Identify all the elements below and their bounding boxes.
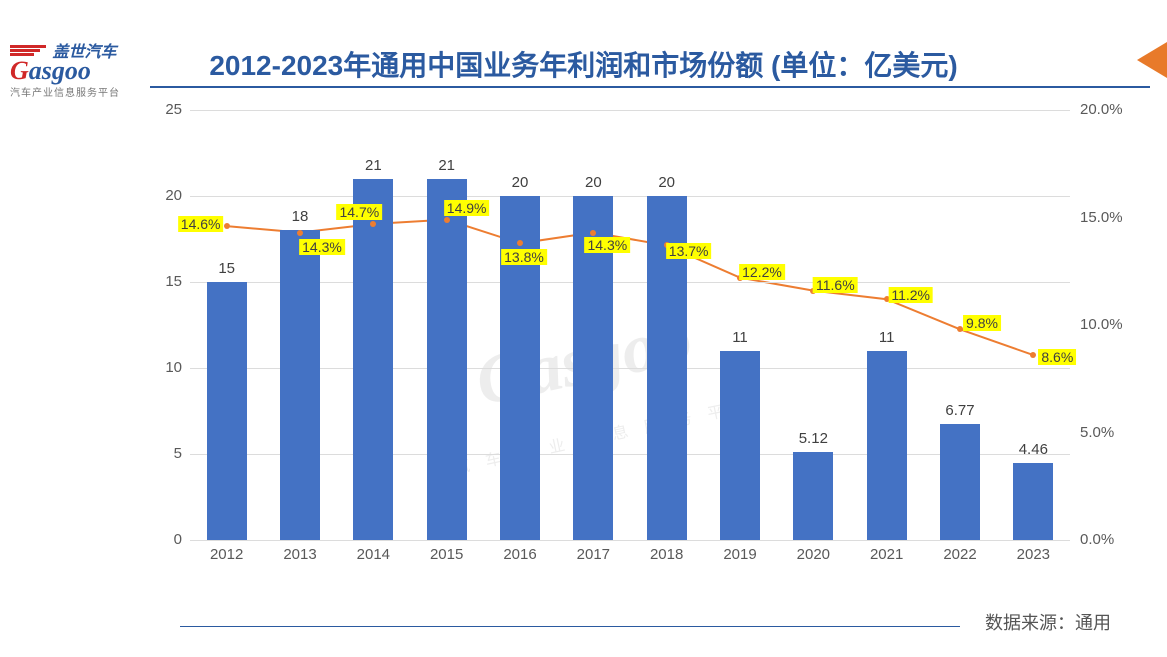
bar bbox=[280, 230, 320, 540]
line-value-label: 14.6% bbox=[178, 216, 224, 232]
y-left-tick: 0 bbox=[138, 531, 182, 548]
chart-area: 05101520250.0%5.0%10.0%15.0%20.0%1520121… bbox=[140, 100, 1130, 580]
y-right-tick: 5.0% bbox=[1080, 424, 1140, 441]
title-underline bbox=[150, 86, 1150, 88]
line-point bbox=[1030, 352, 1036, 358]
x-tick-label: 2016 bbox=[490, 546, 550, 563]
line-point bbox=[297, 230, 303, 236]
bar-value-label: 15 bbox=[197, 260, 257, 277]
line-point bbox=[224, 223, 230, 229]
bar bbox=[1013, 463, 1053, 540]
y-left-tick: 20 bbox=[138, 187, 182, 204]
bar bbox=[207, 282, 247, 540]
line-series bbox=[190, 110, 1070, 540]
gridline bbox=[190, 540, 1070, 541]
x-tick-label: 2021 bbox=[857, 546, 917, 563]
gridline bbox=[190, 110, 1070, 111]
corner-arrow-icon bbox=[1137, 42, 1167, 78]
x-tick-label: 2020 bbox=[783, 546, 843, 563]
bar-value-label: 20 bbox=[563, 174, 623, 191]
y-right-tick: 15.0% bbox=[1080, 209, 1140, 226]
line-value-label: 14.9% bbox=[444, 200, 490, 216]
chart-title: 2012-2023年通用中国业务年利润和市场份额 (单位：亿美元) bbox=[0, 44, 1167, 84]
x-tick-label: 2012 bbox=[197, 546, 257, 563]
bar bbox=[427, 179, 467, 540]
data-source: 数据来源：通用 bbox=[979, 609, 1117, 635]
bar-value-label: 21 bbox=[343, 157, 403, 174]
bar-value-label: 18 bbox=[270, 208, 330, 225]
line-value-label: 14.3% bbox=[584, 237, 630, 253]
gridline bbox=[190, 196, 1070, 197]
x-tick-label: 2019 bbox=[710, 546, 770, 563]
y-left-tick: 15 bbox=[138, 273, 182, 290]
x-tick-label: 2022 bbox=[930, 546, 990, 563]
line-value-label: 14.3% bbox=[299, 239, 345, 255]
y-left-tick: 5 bbox=[138, 445, 182, 462]
x-tick-label: 2015 bbox=[417, 546, 477, 563]
gridline bbox=[190, 282, 1070, 283]
line-value-label: 13.7% bbox=[666, 243, 712, 259]
line-value-label: 9.8% bbox=[963, 315, 1001, 331]
x-tick-label: 2014 bbox=[343, 546, 403, 563]
x-tick-label: 2013 bbox=[270, 546, 330, 563]
line-value-label: 14.7% bbox=[336, 204, 382, 220]
y-right-tick: 0.0% bbox=[1080, 531, 1140, 548]
line-value-label: 13.8% bbox=[501, 249, 547, 265]
gridline bbox=[190, 368, 1070, 369]
bar-value-label: 11 bbox=[710, 329, 770, 346]
logo-sub: 汽车产业信息服务平台 bbox=[10, 84, 140, 99]
line-point bbox=[590, 230, 596, 236]
bar-value-label: 11 bbox=[857, 329, 917, 346]
gridline bbox=[190, 454, 1070, 455]
line-value-label: 11.2% bbox=[888, 287, 933, 303]
bar bbox=[793, 452, 833, 540]
bar-value-label: 20 bbox=[637, 174, 697, 191]
x-tick-label: 2018 bbox=[637, 546, 697, 563]
bar bbox=[353, 179, 393, 540]
line-point bbox=[444, 217, 450, 223]
y-right-tick: 10.0% bbox=[1080, 316, 1140, 333]
footer-line bbox=[180, 626, 960, 627]
y-right-tick: 20.0% bbox=[1080, 101, 1140, 118]
bar-value-label: 20 bbox=[490, 174, 550, 191]
y-left-tick: 10 bbox=[138, 359, 182, 376]
bar-value-label: 6.77 bbox=[930, 402, 990, 419]
slide: 盖世汽车 Gasgoo 汽车产业信息服务平台 2012-2023年通用中国业务年… bbox=[0, 0, 1167, 657]
line-point bbox=[370, 221, 376, 227]
plot-area: 05101520250.0%5.0%10.0%15.0%20.0%1520121… bbox=[190, 110, 1070, 540]
bar-value-label: 21 bbox=[417, 157, 477, 174]
bar-value-label: 4.46 bbox=[1003, 441, 1063, 458]
bar bbox=[867, 351, 907, 540]
y-left-tick: 25 bbox=[138, 101, 182, 118]
bar bbox=[500, 196, 540, 540]
bar-value-label: 5.12 bbox=[783, 430, 843, 447]
line-value-label: 11.6% bbox=[813, 277, 858, 293]
bar bbox=[720, 351, 760, 540]
line-point bbox=[517, 240, 523, 246]
x-tick-label: 2023 bbox=[1003, 546, 1063, 563]
line-value-label: 12.2% bbox=[739, 264, 785, 280]
line-value-label: 8.6% bbox=[1038, 349, 1076, 365]
x-tick-label: 2017 bbox=[563, 546, 623, 563]
bar bbox=[940, 424, 980, 540]
